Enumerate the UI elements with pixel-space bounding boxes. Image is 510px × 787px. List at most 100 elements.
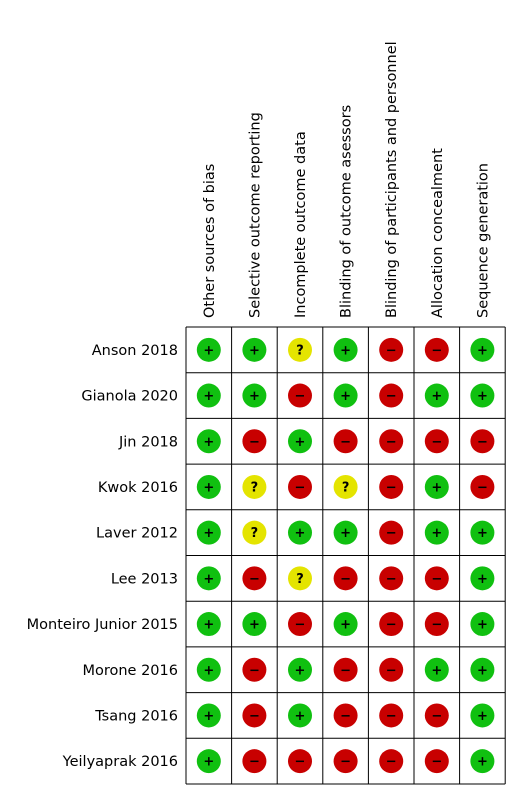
judgement-symbol: + xyxy=(203,618,214,633)
judgement-dot xyxy=(242,520,267,545)
judgement-dot xyxy=(242,657,267,682)
judgement-symbol: − xyxy=(477,435,488,450)
judgement-symbol: + xyxy=(295,526,306,541)
judgement-high-icon: − xyxy=(242,749,267,774)
judgement-symbol: − xyxy=(386,709,397,724)
judgement-low-icon: + xyxy=(196,566,221,591)
judgement-high-icon: − xyxy=(379,566,404,591)
judgement-symbol: − xyxy=(386,526,397,541)
judgement-dot xyxy=(470,657,495,682)
judgement-unclear-icon: ? xyxy=(333,474,358,499)
judgement-symbol: + xyxy=(295,709,306,724)
domain-header: Other sources of bias xyxy=(202,164,218,318)
study-label: Laver 2012 xyxy=(96,526,178,542)
judgement-symbol: − xyxy=(431,618,442,633)
judgement-symbol: + xyxy=(203,663,214,678)
judgement-low-icon: + xyxy=(470,383,495,408)
study-labels: Anson 2018 Gianola 2020 Jin 2018 Kwok 2016 L… xyxy=(27,343,178,770)
judgement-low-icon: + xyxy=(196,383,221,408)
judgement-symbol: − xyxy=(431,709,442,724)
judgement-dot xyxy=(196,337,221,362)
judgement-high-icon: − xyxy=(242,566,267,591)
judgement-symbol: + xyxy=(431,480,442,495)
judgement-unclear-icon: ? xyxy=(242,474,267,499)
judgement-symbol: + xyxy=(340,343,351,358)
judgement-dot xyxy=(242,749,267,774)
judgement-symbol: − xyxy=(340,435,351,450)
judgement-dot xyxy=(288,474,312,499)
judgement-symbol: ? xyxy=(296,572,304,587)
judgement-dot xyxy=(333,749,358,774)
judgement-low-icon: + xyxy=(288,429,312,454)
judgement-dot xyxy=(288,520,312,545)
judgement-symbol: − xyxy=(249,572,260,587)
judgement-dot xyxy=(333,657,358,682)
judgement-dot xyxy=(470,474,495,499)
judgement-dot xyxy=(379,520,404,545)
judgement-dot xyxy=(470,566,495,591)
judgement-low-icon: + xyxy=(424,657,449,682)
judgement-dot xyxy=(196,612,221,637)
judgement-dot xyxy=(333,474,358,499)
judgement-dot xyxy=(333,612,358,637)
judgement-high-icon: − xyxy=(242,657,267,682)
judgement-symbol: ? xyxy=(296,343,304,358)
judgement-dot xyxy=(470,429,495,454)
judgement-symbol: − xyxy=(340,663,351,678)
judgement-symbol: + xyxy=(477,343,488,358)
judgement-high-icon: − xyxy=(242,703,267,728)
judgement-high-icon: − xyxy=(470,429,495,454)
judgement-symbol: + xyxy=(203,572,214,587)
judgement-dot xyxy=(424,612,449,637)
judgement-symbol: − xyxy=(386,755,397,770)
judgement-symbol: ? xyxy=(251,480,259,495)
judgement-symbol: + xyxy=(203,480,214,495)
judgement-low-icon: + xyxy=(196,749,221,774)
judgement-dot xyxy=(424,566,449,591)
judgement-symbol: − xyxy=(386,343,397,358)
judgement-dot xyxy=(196,520,221,545)
judgement-symbol: + xyxy=(249,343,260,358)
judgement-dot xyxy=(242,566,267,591)
judgement-symbol: − xyxy=(477,480,488,495)
judgement-high-icon: − xyxy=(424,429,449,454)
judgement-high-icon: − xyxy=(288,749,312,774)
judgement-dot xyxy=(196,566,221,591)
judgement-low-icon: + xyxy=(470,749,495,774)
judgement-unclear-icon: ? xyxy=(242,520,267,545)
judgement-symbol: − xyxy=(249,435,260,450)
judgement-low-icon: + xyxy=(288,703,312,728)
judgement-dot xyxy=(196,429,221,454)
judgement-symbol: + xyxy=(203,709,214,724)
judgement-symbol: + xyxy=(340,389,351,404)
judgement-low-icon: + xyxy=(242,337,267,362)
judgement-dot xyxy=(424,749,449,774)
domain-header: Allocation concealment xyxy=(430,148,446,318)
judgement-symbol: + xyxy=(295,435,306,450)
judgement-high-icon: − xyxy=(379,520,404,545)
judgement-unclear-icon: ? xyxy=(288,337,312,362)
judgement-high-icon: − xyxy=(333,566,358,591)
judgement-dot xyxy=(379,383,404,408)
judgement-symbol: + xyxy=(249,618,260,633)
judgement-low-icon: + xyxy=(196,612,221,637)
judgement-low-icon: + xyxy=(196,429,221,454)
judgement-high-icon: − xyxy=(379,337,404,362)
study-label: Gianola 2020 xyxy=(81,389,178,405)
judgement-low-icon: + xyxy=(470,612,495,637)
judgement-symbol: + xyxy=(477,618,488,633)
judgement-symbol: − xyxy=(340,572,351,587)
domain-headers: Other sources of bias Selective outcome r… xyxy=(202,41,492,318)
judgement-dot xyxy=(424,474,449,499)
judgement-dot xyxy=(379,657,404,682)
judgement-low-icon: + xyxy=(424,520,449,545)
domain-header: Sequence generation xyxy=(475,163,491,318)
judgement-low-icon: + xyxy=(470,657,495,682)
judgement-symbol: − xyxy=(249,663,260,678)
judgement-high-icon: − xyxy=(333,657,358,682)
judgement-symbol: − xyxy=(249,755,260,770)
judgement-dot xyxy=(424,337,449,362)
judgement-symbol: − xyxy=(249,709,260,724)
judgement-low-icon: + xyxy=(424,474,449,499)
judgement-dot xyxy=(196,749,221,774)
